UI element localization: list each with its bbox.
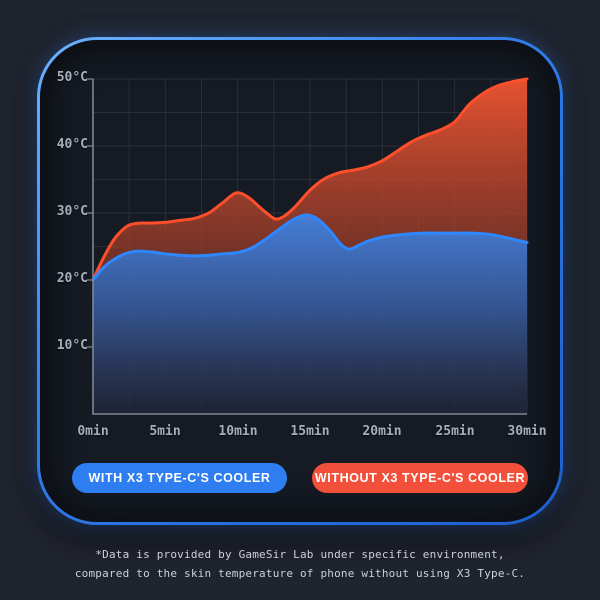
x-axis-label-10min: 10min	[218, 424, 258, 439]
footnote-line-1: *Data is provided by GameSir Lab under s…	[95, 548, 505, 561]
y-axis-label-50: 50°C	[56, 70, 88, 85]
chart-panel-background	[40, 40, 560, 522]
x-axis-label-25min: 25min	[435, 424, 475, 439]
x-axis-label-15min: 15min	[290, 424, 330, 439]
footnote: *Data is provided by GameSir Lab under s…	[0, 546, 600, 583]
y-axis-label-40: 40°C	[56, 137, 88, 152]
x-axis-label-0min: 0min	[77, 424, 109, 439]
x-axis-label-20min: 20min	[362, 424, 402, 439]
x-axis-label-5min: 5min	[149, 424, 181, 439]
y-axis-label-10: 10°C	[56, 338, 88, 353]
footnote-line-2: compared to the skin temperature of phon…	[74, 566, 526, 580]
x-axis-label-30min: 30min	[507, 424, 547, 439]
legend-with-cooler: WITH X3 TYPE-C'S COOLER	[72, 463, 287, 493]
legend-without-cooler: WITHOUT X3 TYPE-C'S COOLER	[312, 463, 528, 493]
y-axis-label-20: 20°C	[56, 271, 88, 286]
y-axis-label-30: 30°C	[56, 204, 88, 219]
chart-panel	[37, 37, 563, 525]
